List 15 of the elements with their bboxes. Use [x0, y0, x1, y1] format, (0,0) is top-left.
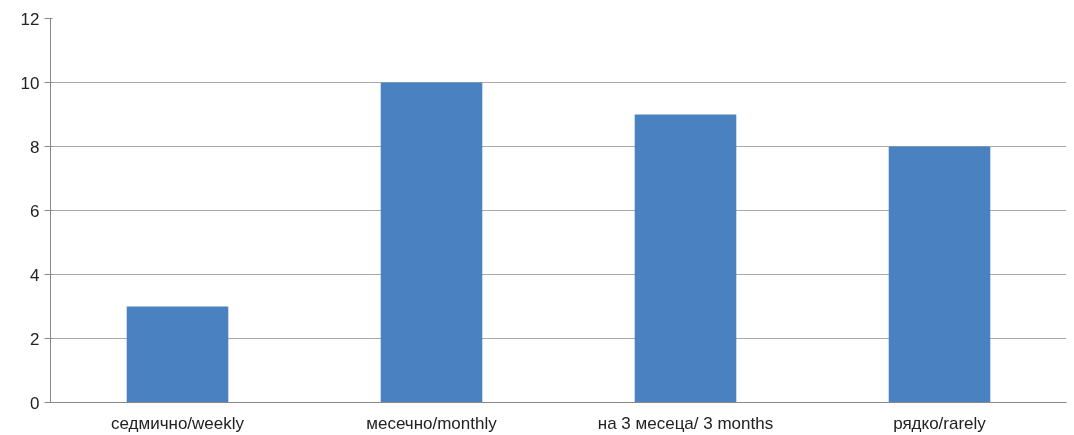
- x-tick-label: седмично/weekly: [110, 413, 245, 433]
- x-tick-label: месечно/monthly: [366, 413, 498, 433]
- x-tick-label: рядко/rarely: [893, 413, 987, 433]
- bar: [126, 306, 229, 403]
- bar: [634, 114, 737, 403]
- y-tick-label: 8: [30, 137, 40, 157]
- y-tick-label: 6: [30, 201, 40, 221]
- y-tick-label: 2: [30, 329, 40, 349]
- y-tick-label: 0: [30, 393, 40, 413]
- bar: [888, 146, 991, 403]
- y-tick-label: 10: [20, 73, 40, 93]
- y-tick-label: 12: [20, 9, 40, 29]
- x-tick-label: на 3 месеца/ 3 months: [597, 413, 774, 433]
- bar: [380, 82, 483, 403]
- y-tick-label: 4: [30, 265, 40, 285]
